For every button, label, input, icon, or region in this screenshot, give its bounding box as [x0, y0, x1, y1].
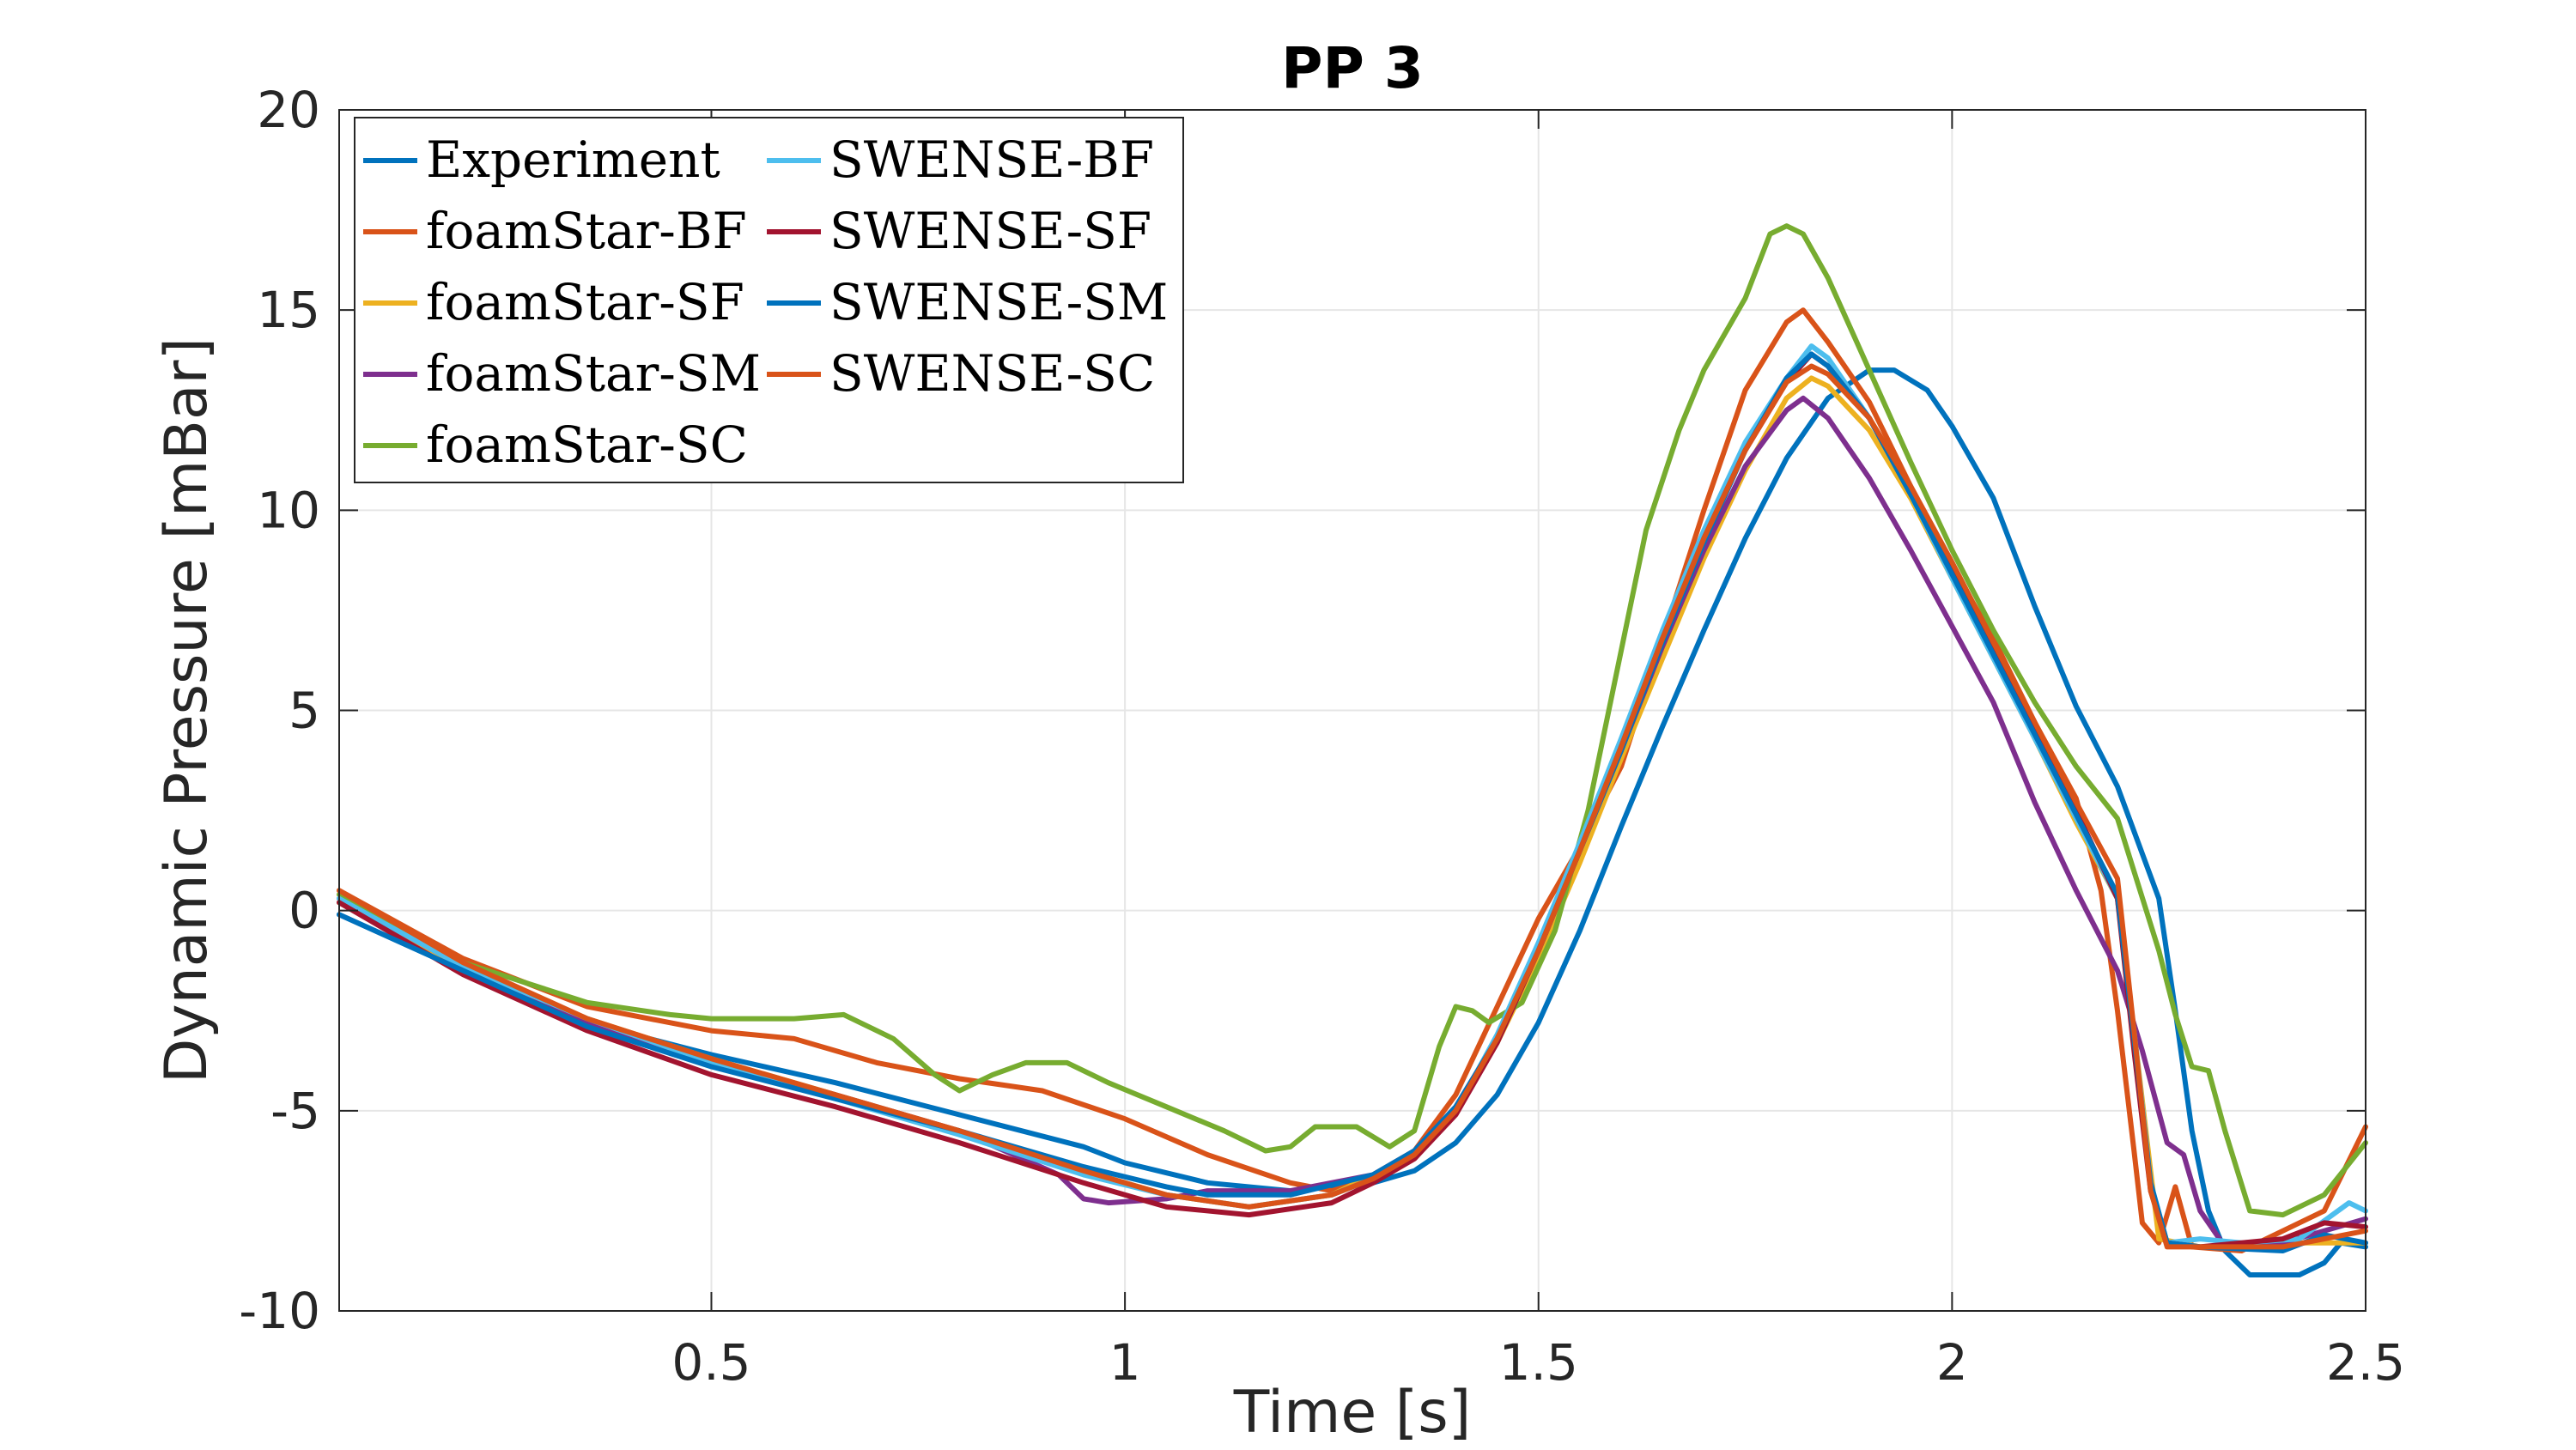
y-tick-label: -10 [239, 1282, 320, 1340]
y-tick-label: 15 [257, 281, 320, 339]
x-tick-label: 1 [1109, 1333, 1141, 1392]
axis-ticks: 0.5 1 1.5 2 2.5 -10 -5 0 5 10 15 20 [239, 81, 2405, 1392]
legend-label: SWENSE-BF [829, 130, 1154, 189]
series-line-swense-sc [337, 363, 2368, 1250]
y-tick-label: 20 [257, 81, 320, 139]
y-axis-label: Dynamic Pressure [mBar] [153, 337, 221, 1083]
legend-label: foamStar-SC [426, 416, 748, 474]
y-tick-label: -5 [270, 1082, 320, 1140]
y-tick-label: 10 [257, 481, 320, 539]
legend-label: SWENSE-SM [829, 273, 1168, 331]
legend-label: foamStar-BF [426, 202, 747, 260]
series-line-experiment [337, 367, 2368, 1277]
legend-box [354, 117, 1184, 483]
x-tick-label: 2.5 [2326, 1333, 2405, 1392]
series-line-foamstar-sc [337, 223, 2368, 1218]
y-tick-label: 0 [289, 882, 320, 940]
legend-label: SWENSE-SF [829, 202, 1151, 260]
x-tick-label: 2 [1936, 1333, 1968, 1392]
x-axis-label: Time [s] [1233, 1379, 1472, 1447]
series-line-foamstar-bf [337, 307, 2368, 1253]
legend-label: Experiment [426, 130, 720, 189]
legend-label: SWENSE-SC [829, 344, 1155, 403]
legend-label: foamStar-SF [426, 273, 744, 331]
x-tick-label: 0.5 [671, 1333, 750, 1392]
legend: Experiment foamStar-BF foamStar-SF foamStar… [354, 117, 1184, 483]
x-tick-label: 1.5 [1499, 1333, 1578, 1392]
legend-label: foamStar-SM [426, 344, 761, 403]
grid [339, 109, 2366, 1312]
chart-title: PP 3 [1281, 35, 1424, 101]
plot-lines [337, 223, 2368, 1277]
y-tick-label: 5 [289, 682, 320, 740]
